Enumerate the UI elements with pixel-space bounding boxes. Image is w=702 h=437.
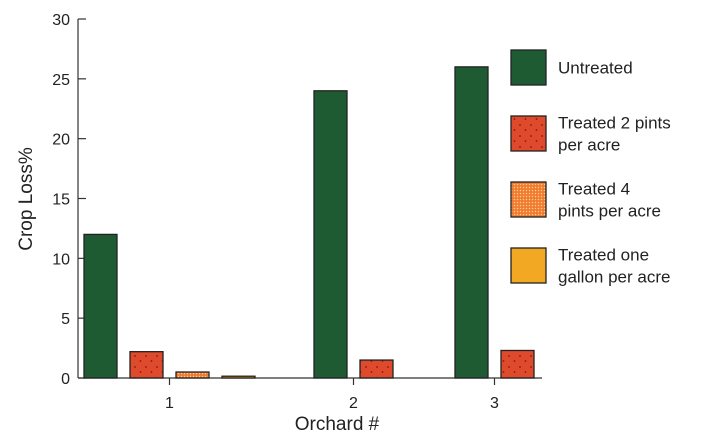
bar	[359, 359, 394, 379]
legend-label: Treated one gallon per acre	[558, 246, 670, 287]
y-tick-label: 5	[61, 311, 70, 328]
legend-swatch	[510, 181, 547, 218]
bar	[83, 233, 118, 379]
y-tick-label: 0	[61, 371, 70, 388]
y-tick-label: 10	[52, 251, 70, 268]
legend-swatch	[510, 49, 547, 86]
x-tick-label: 2	[349, 395, 358, 412]
legend-label-line: gallon per acre	[558, 268, 670, 287]
y-axis-title: Crop Loss%	[16, 147, 37, 251]
bar	[175, 371, 210, 379]
legend-label-line: Treated one	[558, 246, 649, 265]
legend-swatch	[510, 247, 547, 284]
x-tick-label: 3	[490, 395, 499, 412]
y-tick-label: 25	[52, 72, 70, 89]
legend-label-line: per acre	[558, 136, 620, 155]
bar	[500, 349, 535, 379]
legend-label: Untreated	[558, 59, 633, 78]
x-axis-title: Orchard #	[295, 414, 380, 435]
bar	[221, 375, 256, 379]
y-tick-label: 20	[52, 132, 70, 149]
y-tick-label: 15	[52, 192, 70, 209]
bar	[129, 351, 164, 379]
legend-label: Treated 2 pints per acre	[558, 114, 671, 155]
legend-label: Treated 4 pints per acre	[558, 180, 661, 221]
legend-swatch	[510, 115, 547, 152]
bars	[83, 66, 535, 379]
legend-label-line: Treated 2 pints	[558, 114, 671, 133]
legend-label-line: Untreated	[558, 59, 633, 78]
x-tick-label: 1	[165, 395, 174, 412]
legend-label-line: Treated 4	[558, 180, 630, 199]
y-tick-label: 30	[52, 12, 70, 29]
bar	[313, 90, 348, 379]
legend-label-line: pints per acre	[558, 202, 661, 221]
bar	[454, 66, 489, 379]
